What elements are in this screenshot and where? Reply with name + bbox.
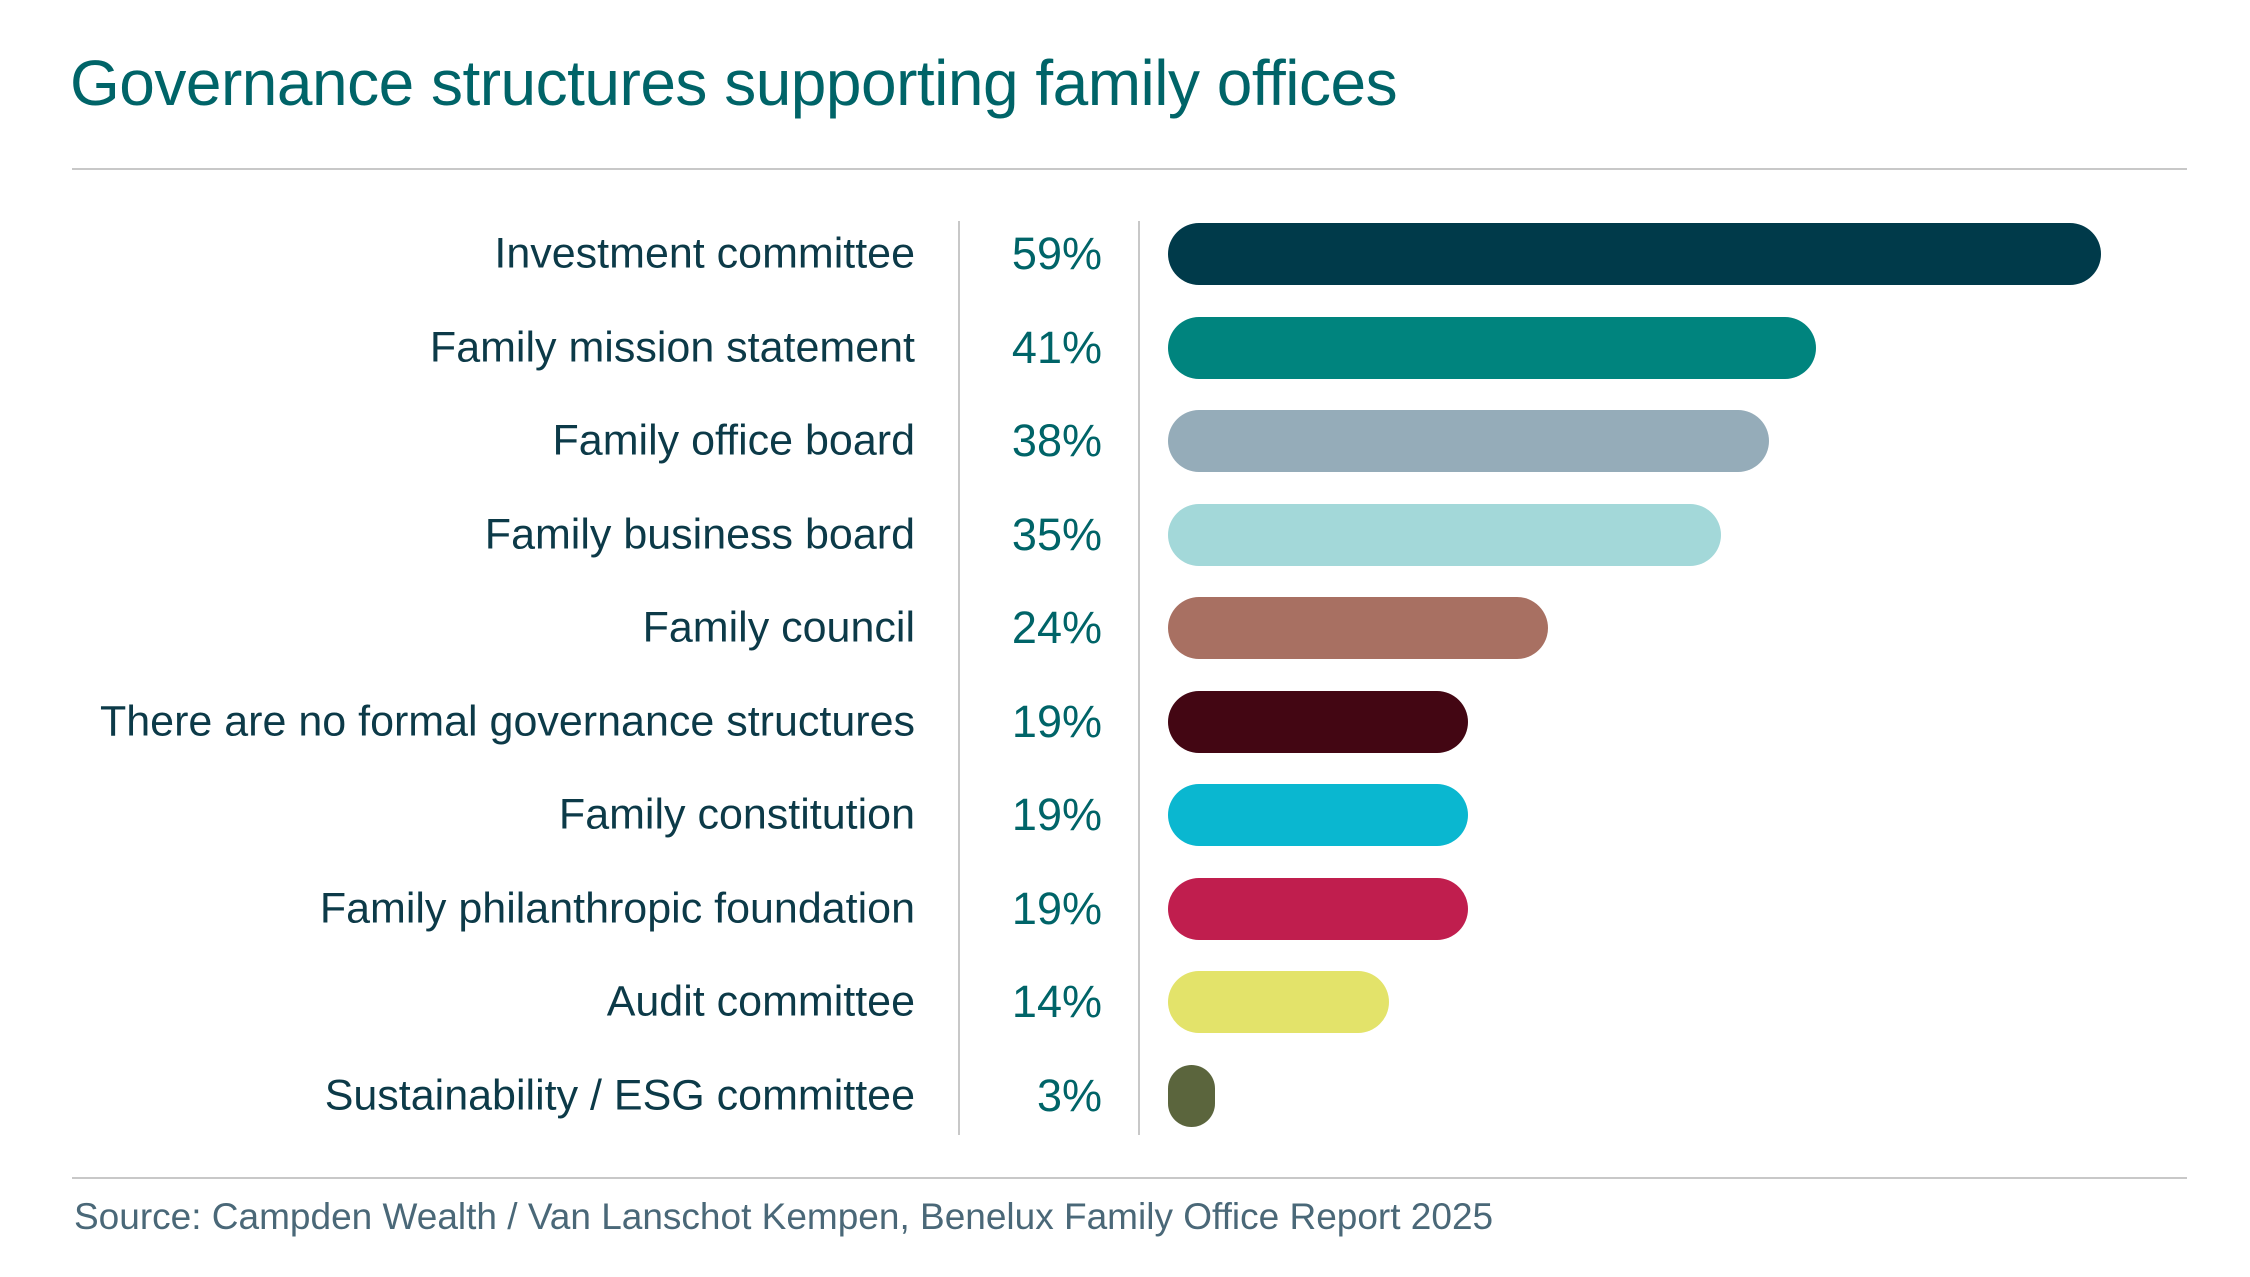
bar bbox=[1168, 690, 1469, 753]
category-label: Family council bbox=[642, 603, 915, 652]
chart-title: Governance structures supporting family … bbox=[70, 47, 1398, 119]
bar bbox=[1168, 1064, 1216, 1127]
bar bbox=[1168, 503, 1722, 566]
value-label: 19% bbox=[1011, 789, 1102, 840]
bar bbox=[1168, 784, 1469, 846]
value-divider bbox=[1138, 221, 1140, 1135]
label-divider bbox=[958, 221, 960, 1135]
source-note: Source: Campden Wealth / Van Lanschot Ke… bbox=[74, 1196, 1494, 1237]
value-label: 19% bbox=[1011, 695, 1102, 747]
bar bbox=[1168, 316, 1817, 379]
category-label: Family constitution bbox=[558, 790, 915, 839]
bottom-divider bbox=[72, 1177, 2187, 1179]
category-label: Audit committee bbox=[606, 977, 915, 1026]
category-label: Family business board bbox=[484, 510, 915, 558]
value-label: 24% bbox=[1011, 602, 1102, 653]
category-label: Family philanthropic foundation bbox=[319, 884, 915, 932]
value-label: 19% bbox=[1011, 882, 1102, 934]
category-label: Investment committee bbox=[494, 229, 915, 278]
category-label: Family office board bbox=[552, 416, 915, 465]
category-label: Family mission statement bbox=[429, 323, 915, 371]
value-label: 3% bbox=[1036, 1069, 1102, 1121]
value-label: 59% bbox=[1011, 228, 1102, 279]
bar bbox=[1168, 877, 1469, 940]
value-label: 41% bbox=[1011, 321, 1102, 373]
bar bbox=[1168, 597, 1548, 659]
category-label: There are no formal governance structure… bbox=[99, 697, 915, 745]
bar bbox=[1168, 410, 1769, 472]
top-divider bbox=[72, 168, 2187, 170]
value-label: 35% bbox=[1011, 508, 1102, 560]
value-label: 38% bbox=[1011, 415, 1102, 466]
bar bbox=[1168, 223, 2101, 285]
value-label: 14% bbox=[1011, 976, 1102, 1027]
category-label: Sustainability / ESG committee bbox=[324, 1071, 915, 1119]
bar bbox=[1168, 971, 1390, 1033]
